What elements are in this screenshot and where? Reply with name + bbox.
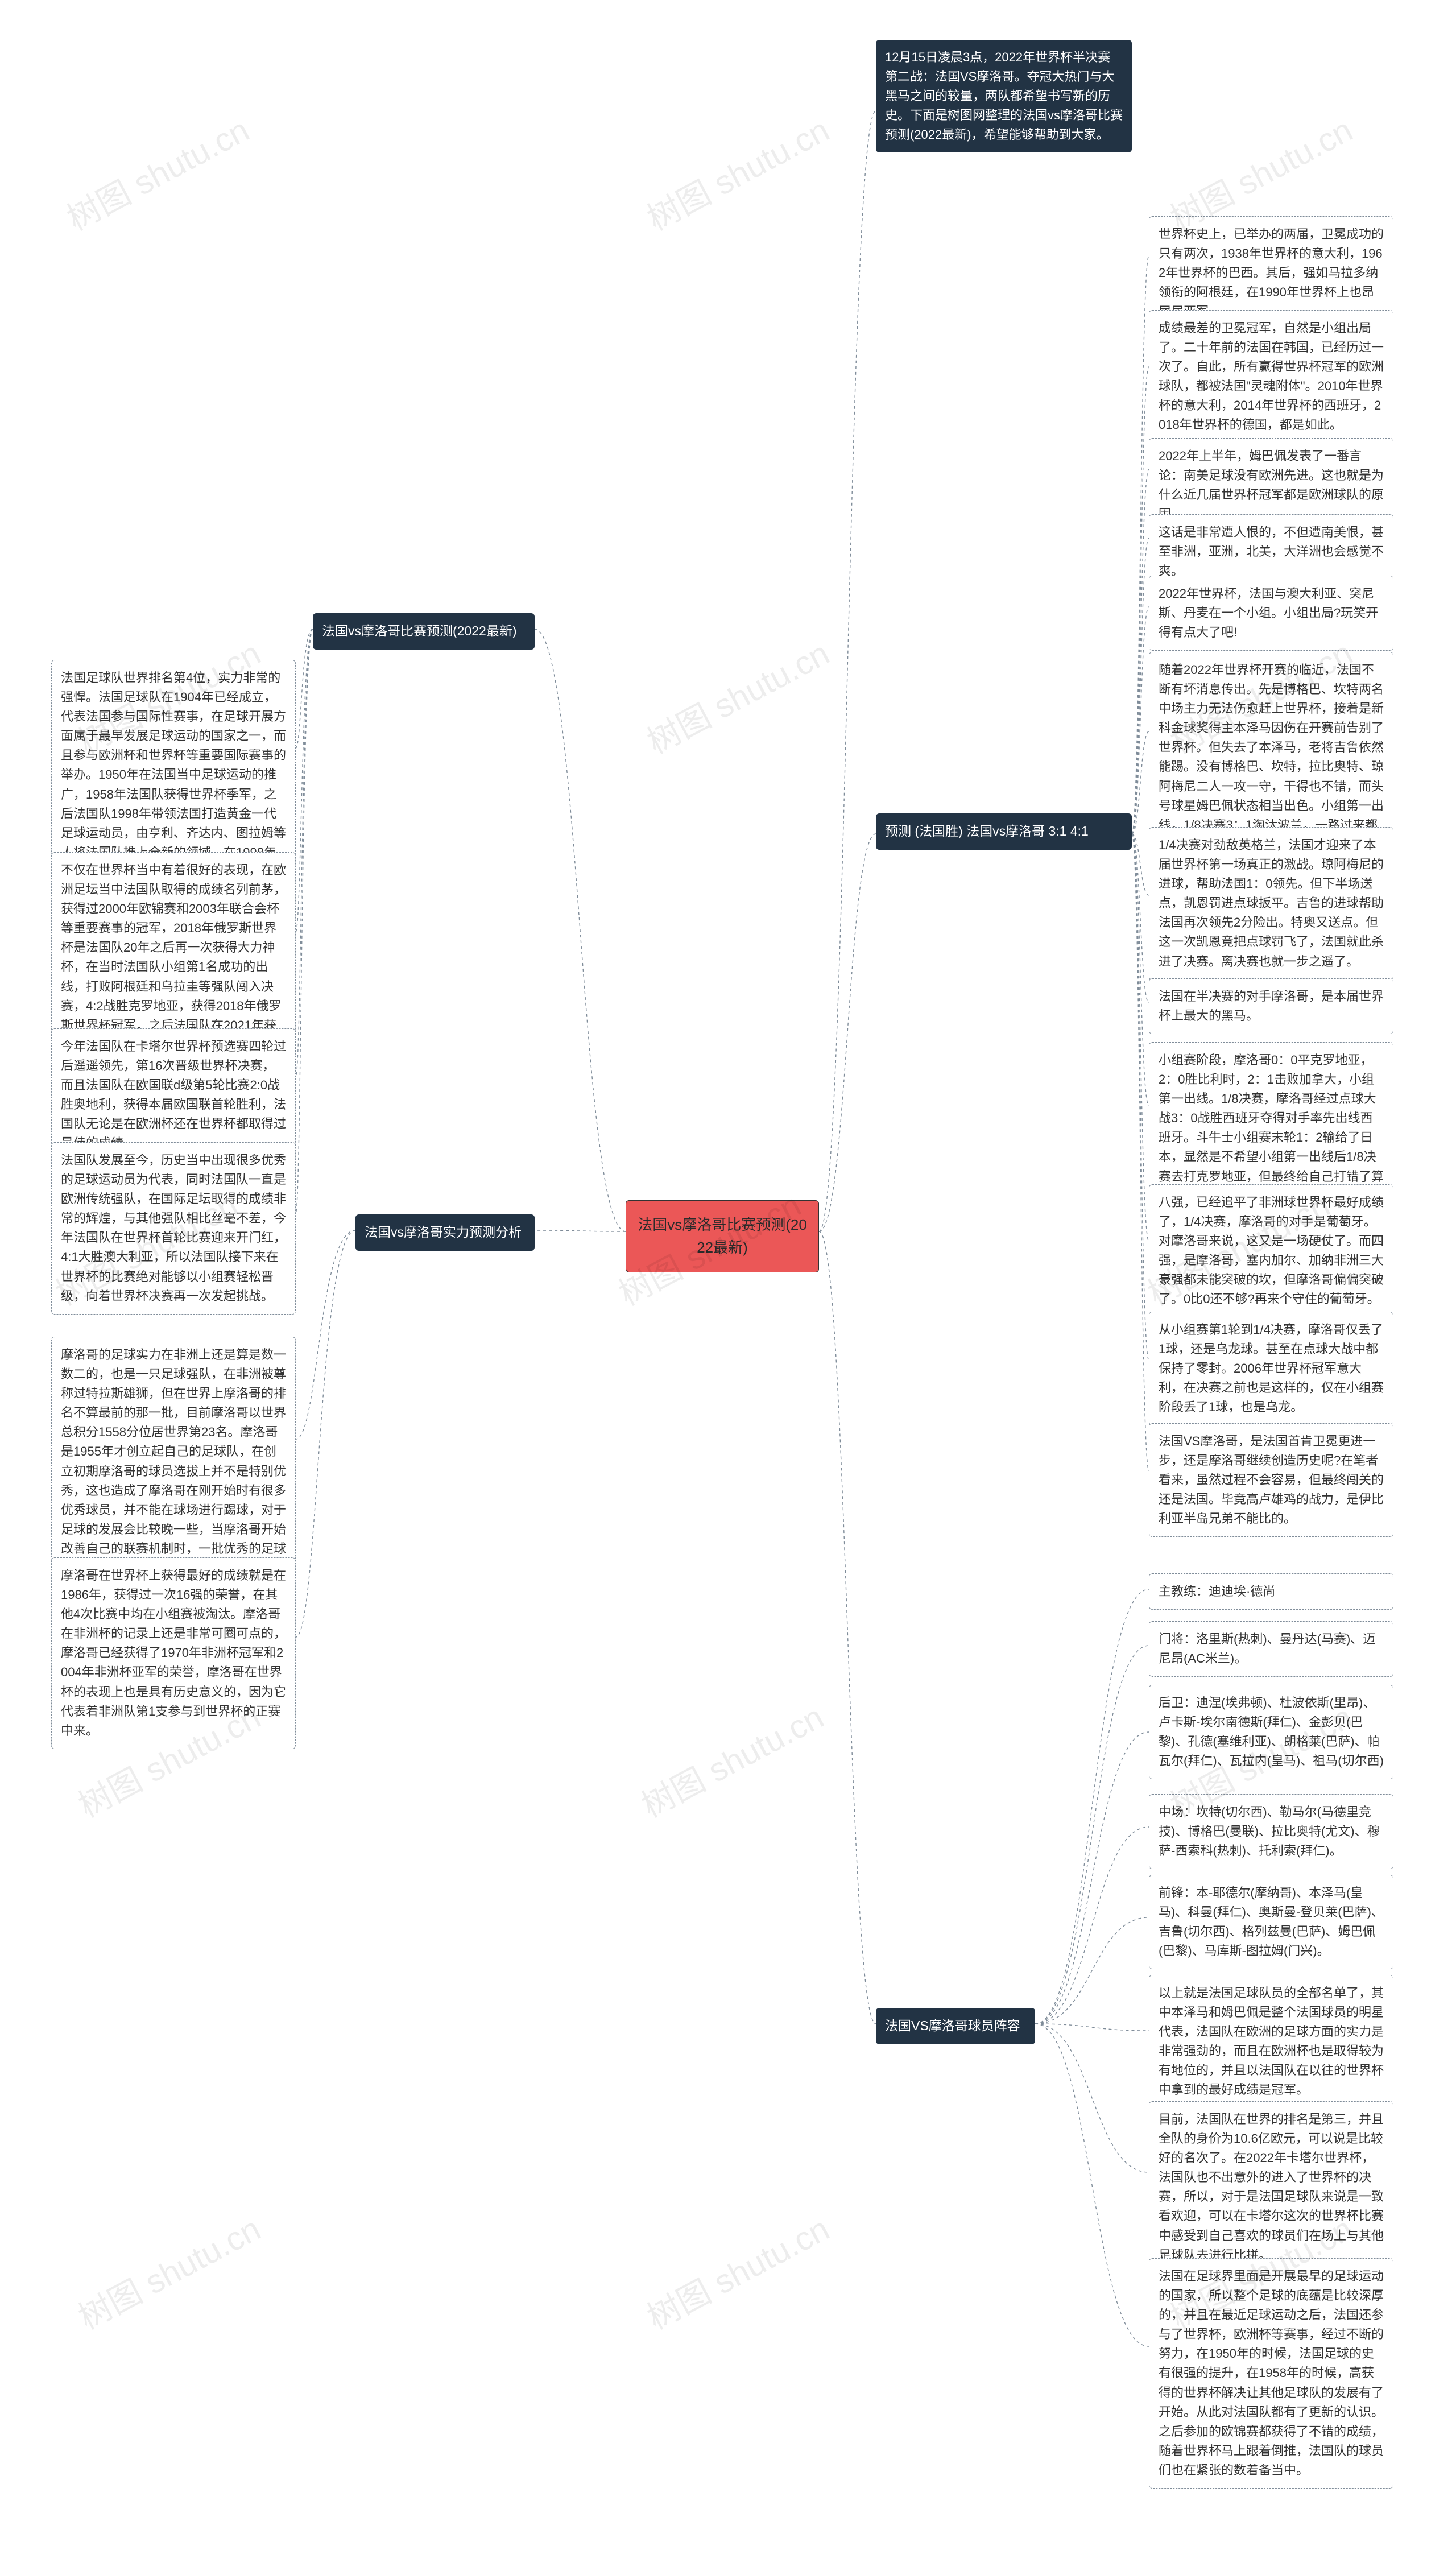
prediction-leaf-4[interactable]: 2022年世界杯，法国与澳大利亚、突尼斯、丹麦在一个小组。小组出局?玩笑开得有点… <box>1149 576 1393 651</box>
watermark-0: 树图 shutu.cn <box>57 104 257 239</box>
roster-leaf-5[interactable]: 以上就是法国足球队员的全部名单了，其中本泽马和姆巴佩是整个法国球员的明星代表，法… <box>1149 1975 1393 2109</box>
forecast-leaf-1-text: 不仅在世界杯当中有着很好的表现，在欧洲足坛当中法国队取得的成绩名列前茅，获得过2… <box>61 863 286 1052</box>
prediction-leaf-10[interactable]: 从小组赛第1轮到1/4决赛，摩洛哥仅丢了1球，还是乌龙球。甚至在点球大战中都保持… <box>1149 1312 1393 1425</box>
roster-leaf-1[interactable]: 门将：洛里斯(热刺)、曼丹达(马赛)、迈尼昂(AC米兰)。 <box>1149 1621 1393 1677</box>
analysis-leaf-1-text: 摩洛哥在世界杯上获得最好的成绩就是在1986年，获得过一次16强的荣誉，在其他4… <box>61 1568 286 1738</box>
watermark-1: 树图 shutu.cn <box>638 104 837 239</box>
watermark-13: 树图 shutu.cn <box>638 2202 837 2338</box>
prediction-leaf-8-text: 小组赛阶段，摩洛哥0：0平克罗地亚，2：0胜比利时，2：1击败加拿大，小组第一出… <box>1159 1053 1384 1203</box>
forecast-leaf-3[interactable]: 法国队发展至今，历史当中出现很多优秀的足球运动员为代表，同时法国队一直是欧洲传统… <box>51 1142 296 1315</box>
root-node[interactable]: 法国vs摩洛哥比赛预测(2022最新) <box>626 1200 819 1272</box>
watermark-12: 树图 shutu.cn <box>69 2202 268 2338</box>
roster-leaf-7[interactable]: 法国在足球界里面是开展最早的足球运动的国家，所以整个足球的底蕴是比较深厚的，并且… <box>1149 2258 1393 2489</box>
roster-leaf-0[interactable]: 主教练：迪迪埃·德尚 <box>1149 1573 1393 1610</box>
prediction-leaf-10-text: 从小组赛第1轮到1/4决赛，摩洛哥仅丢了1球，还是乌龙球。甚至在点球大战中都保持… <box>1159 1322 1384 1414</box>
branch-analysis-text: 法国vs摩洛哥实力预测分析 <box>365 1225 522 1239</box>
branch-prediction-text: 预测 (法国胜) 法国vs摩洛哥 3:1 4:1 <box>885 824 1089 838</box>
watermark-4: 树图 shutu.cn <box>638 627 837 763</box>
roster-leaf-3-text: 中场：坎特(切尔西)、勒马尔(马德里竞技)、博格巴(曼联)、拉比奥特(尤文)、穆… <box>1159 1805 1380 1858</box>
mindmap-canvas: 法国vs摩洛哥比赛预测(2022最新) 12月15日凌晨3点，2022年世界杯半… <box>0 0 1456 2575</box>
roster-leaf-2[interactable]: 后卫：迪涅(埃弗顿)、杜波依斯(里昂)、卢卡斯-埃尔南德斯(拜仁)、金彭贝(巴黎… <box>1149 1685 1393 1779</box>
intro-node[interactable]: 12月15日凌晨3点，2022年世界杯半决赛第二战：法国VS摩洛哥。夺冠大热门与… <box>876 40 1132 152</box>
roster-leaf-2-text: 后卫：迪涅(埃弗顿)、杜波依斯(里昂)、卢卡斯-埃尔南德斯(拜仁)、金彭贝(巴黎… <box>1159 1696 1384 1768</box>
prediction-leaf-11[interactable]: 法国VS摩洛哥，是法国首肯卫冕更进一步，还是摩洛哥继续创造历史呢?在笔者看来，虽… <box>1149 1423 1393 1537</box>
root-text: 法国vs摩洛哥比赛预测(2022最新) <box>638 1216 807 1256</box>
prediction-leaf-9-text: 八强，已经追平了非洲球世界杯最好成绩了，1/4决赛，摩洛哥的对手是葡萄牙。对摩洛… <box>1159 1195 1384 1306</box>
intro-text: 12月15日凌晨3点，2022年世界杯半决赛第二战：法国VS摩洛哥。夺冠大热门与… <box>885 50 1123 142</box>
prediction-leaf-7-text: 法国在半决赛的对手摩洛哥，是本届世界杯上最大的黑马。 <box>1159 989 1384 1023</box>
branch-prediction[interactable]: 预测 (法国胜) 法国vs摩洛哥 3:1 4:1 <box>876 813 1132 850</box>
prediction-leaf-2-text: 2022年上半年，姆巴佩发表了一番言论：南美足球没有欧洲先进。这也就是为什么近几… <box>1159 449 1384 521</box>
forecast-leaf-3-text: 法国队发展至今，历史当中出现很多优秀的足球运动员为代表，同时法国队一直是欧洲传统… <box>61 1153 286 1303</box>
prediction-leaf-1-text: 成绩最差的卫冕冠军，自然是小组出局了。二十年前的法国在韩国，已经历过一次了。自此… <box>1159 321 1384 432</box>
prediction-leaf-9[interactable]: 八强，已经追平了非洲球世界杯最好成绩了，1/4决赛，摩洛哥的对手是葡萄牙。对摩洛… <box>1149 1184 1393 1318</box>
prediction-leaf-3-text: 这话是非常遭人恨的，不但遭南美恨，甚至非洲，亚洲，北美，大洋洲也会感觉不爽。 <box>1159 525 1384 578</box>
forecast-leaf-2-text: 今年法国队在卡塔尔世界杯预选赛四轮过后遥遥领先，第16次晋级世界杯决赛，而且法国… <box>61 1039 286 1150</box>
branch-forecast[interactable]: 法国vs摩洛哥比赛预测(2022最新) <box>313 613 535 650</box>
watermark-10: 树图 shutu.cn <box>632 1691 831 1826</box>
roster-leaf-6-text: 目前，法国队在世界的排名是第三，并且全队的身价为10.6亿欧元，可以说是比较好的… <box>1159 2112 1384 2262</box>
roster-leaf-4[interactable]: 前锋：本-耶德尔(摩纳哥)、本泽马(皇马)、科曼(拜仁)、奥斯曼-登贝莱(巴萨)… <box>1149 1875 1393 1969</box>
prediction-leaf-1[interactable]: 成绩最差的卫冕冠军，自然是小组出局了。二十年前的法国在韩国，已经历过一次了。自此… <box>1149 310 1393 444</box>
roster-leaf-5-text: 以上就是法国足球队员的全部名单了，其中本泽马和姆巴佩是整个法国球员的明星代表，法… <box>1159 1986 1384 2097</box>
prediction-leaf-5-text: 随着2022年世界杯开赛的临近，法国不断有坏消息传出。先是博格巴、坎特两名中场主… <box>1159 663 1384 852</box>
roster-leaf-7-text: 法国在足球界里面是开展最早的足球运动的国家，所以整个足球的底蕴是比较深厚的，并且… <box>1159 2269 1384 2477</box>
branch-roster[interactable]: 法国VS摩洛哥球员阵容 <box>876 2008 1035 2044</box>
prediction-leaf-4-text: 2022年世界杯，法国与澳大利亚、突尼斯、丹麦在一个小组。小组出局?玩笑开得有点… <box>1159 586 1378 639</box>
roster-leaf-1-text: 门将：洛里斯(热刺)、曼丹达(马赛)、迈尼昂(AC米兰)。 <box>1159 1632 1375 1665</box>
roster-leaf-3[interactable]: 中场：坎特(切尔西)、勒马尔(马德里竞技)、博格巴(曼联)、拉比奥特(尤文)、穆… <box>1149 1794 1393 1869</box>
prediction-leaf-0-text: 世界杯史上，已举办的两届，卫冕成功的只有两次，1938年世界杯的意大利，1962… <box>1159 227 1384 319</box>
branch-analysis[interactable]: 法国vs摩洛哥实力预测分析 <box>355 1214 535 1251</box>
prediction-leaf-6[interactable]: 1/4决赛对劲敌英格兰，法国才迎来了本届世界杯第一场真正的激战。琼阿梅尼的进球，… <box>1149 827 1393 980</box>
roster-leaf-0-text: 主教练：迪迪埃·德尚 <box>1159 1584 1275 1598</box>
prediction-leaf-6-text: 1/4决赛对劲敌英格兰，法国才迎来了本届世界杯第一场真正的激战。琼阿梅尼的进球，… <box>1159 838 1384 969</box>
branch-roster-text: 法国VS摩洛哥球员阵容 <box>885 2018 1020 2033</box>
analysis-leaf-1[interactable]: 摩洛哥在世界杯上获得最好的成绩就是在1986年，获得过一次16强的荣誉，在其他4… <box>51 1557 296 1749</box>
roster-leaf-6[interactable]: 目前，法国队在世界的排名是第三，并且全队的身价为10.6亿欧元，可以说是比较好的… <box>1149 2101 1393 2274</box>
prediction-leaf-11-text: 法国VS摩洛哥，是法国首肯卫冕更进一步，还是摩洛哥继续创造历史呢?在笔者看来，虽… <box>1159 1434 1384 1526</box>
roster-leaf-4-text: 前锋：本-耶德尔(摩纳哥)、本泽马(皇马)、科曼(拜仁)、奥斯曼-登贝莱(巴萨)… <box>1159 1886 1384 1958</box>
prediction-leaf-7[interactable]: 法国在半决赛的对手摩洛哥，是本届世界杯上最大的黑马。 <box>1149 978 1393 1034</box>
branch-forecast-text: 法国vs摩洛哥比赛预测(2022最新) <box>322 623 516 638</box>
